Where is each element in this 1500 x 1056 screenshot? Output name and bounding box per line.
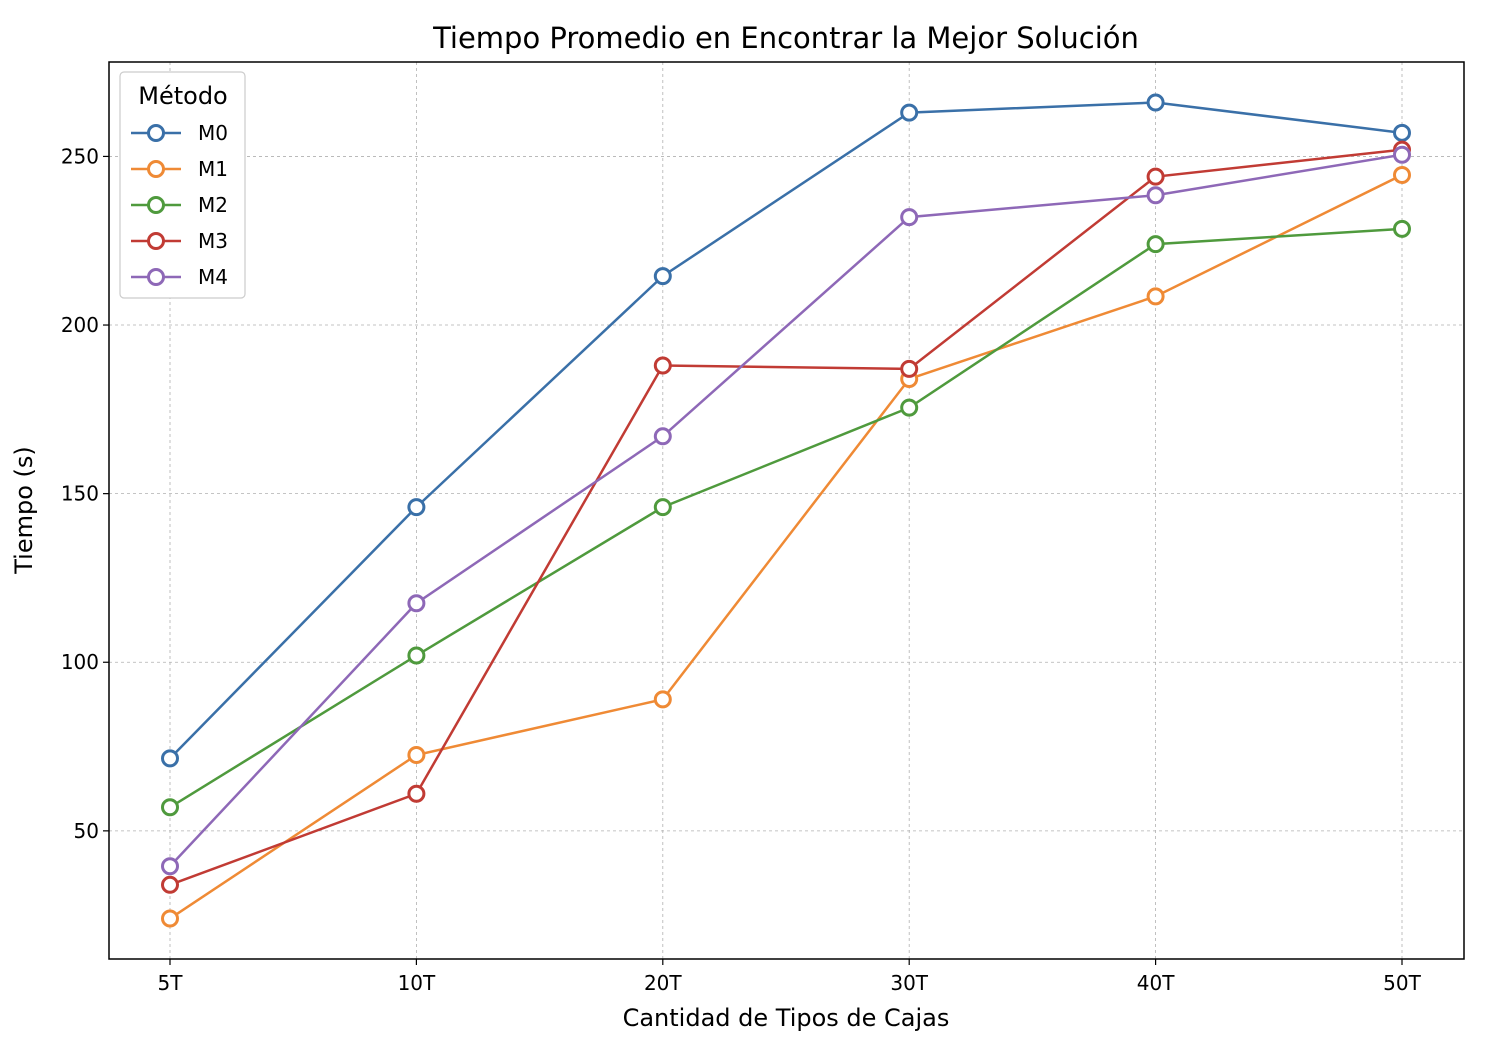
data-point-m4 bbox=[1146, 186, 1165, 205]
data-point-m3 bbox=[900, 359, 919, 378]
series-m1 bbox=[161, 165, 1411, 928]
axes: 5T 10T 20T 30T 40T 50T 50 100 150 200 250 bbox=[61, 144, 1422, 995]
chart-title: Tiempo Promedio en Encontrar la Mejor So… bbox=[432, 21, 1139, 55]
legend-marker-m4 bbox=[147, 268, 165, 286]
legend-title: Método bbox=[138, 82, 227, 110]
plot-area-frame bbox=[108, 61, 1465, 960]
legend-label-m1: M1 bbox=[198, 157, 228, 181]
data-point-m4 bbox=[407, 594, 426, 613]
data-point-m1 bbox=[653, 690, 672, 709]
x-tick-label: 10T bbox=[398, 971, 436, 995]
y-tick-label: 150 bbox=[61, 482, 99, 506]
legend-marker-m2 bbox=[147, 196, 165, 214]
x-tick-label: 5T bbox=[158, 971, 184, 995]
y-tick-label: 200 bbox=[61, 313, 99, 337]
data-point-m4 bbox=[653, 427, 672, 446]
data-point-m3 bbox=[653, 356, 672, 375]
y-tick-label: 250 bbox=[61, 144, 99, 168]
x-tick-label: 40T bbox=[1137, 971, 1175, 995]
legend-entry-m0: M0 bbox=[131, 121, 228, 145]
data-point-m3 bbox=[161, 875, 179, 894]
legend-marker-m3 bbox=[147, 232, 165, 250]
data-point-m0 bbox=[900, 103, 919, 122]
y-tick-label: 50 bbox=[74, 819, 99, 843]
grid bbox=[109, 62, 1464, 959]
data-point-m0 bbox=[653, 267, 672, 286]
x-tick-label: 50T bbox=[1383, 971, 1421, 995]
legend-label-m2: M2 bbox=[198, 193, 228, 217]
data-point-m4 bbox=[1393, 145, 1411, 164]
data-point-m2 bbox=[1146, 235, 1165, 254]
data-point-m0 bbox=[161, 749, 179, 768]
legend: Método M0 M1 M2 M3 M4 bbox=[119, 71, 246, 299]
x-axis-label: Cantidad de Tipos de Cajas bbox=[623, 1004, 950, 1032]
legend-entry-m2: M2 bbox=[131, 193, 228, 217]
data-point-m2 bbox=[653, 498, 672, 517]
data-point-m4 bbox=[161, 857, 179, 876]
legend-label-m0: M0 bbox=[198, 121, 228, 145]
data-point-m2 bbox=[1393, 219, 1411, 238]
x-tick-label: 30T bbox=[890, 971, 928, 995]
legend-marker-m0 bbox=[147, 124, 165, 142]
data-point-m1 bbox=[1146, 287, 1165, 306]
series-line-m3 bbox=[169, 148, 1403, 886]
data-point-m3 bbox=[407, 784, 426, 803]
data-point-m2 bbox=[407, 646, 426, 665]
legend-entry-m3: M3 bbox=[131, 229, 228, 253]
y-axis-label: Tiempo (s) bbox=[10, 446, 38, 575]
legend-entry-m4: M4 bbox=[131, 265, 228, 289]
y-tick-label: 100 bbox=[61, 650, 99, 674]
data-point-m0 bbox=[1146, 93, 1165, 112]
series-line-m4 bbox=[169, 153, 1403, 868]
series-line-m1 bbox=[169, 173, 1403, 920]
data-point-m1 bbox=[161, 909, 179, 928]
series-m0 bbox=[161, 93, 1411, 768]
legend-label-m3: M3 bbox=[198, 229, 228, 253]
x-tick-label: 20T bbox=[644, 971, 682, 995]
legend-marker-m1 bbox=[147, 160, 165, 178]
series-line-m0 bbox=[169, 101, 1403, 760]
series-m3 bbox=[161, 140, 1411, 894]
data-point-m1 bbox=[1393, 165, 1411, 184]
series-m4 bbox=[161, 145, 1411, 876]
data-point-m4 bbox=[900, 208, 919, 227]
data-point-m2 bbox=[161, 798, 179, 817]
series-line-m2 bbox=[169, 227, 1403, 809]
data-point-m2 bbox=[900, 398, 919, 417]
series-group bbox=[161, 93, 1411, 928]
data-point-m3 bbox=[1146, 167, 1165, 186]
series-m2 bbox=[161, 219, 1411, 817]
data-point-m1 bbox=[407, 745, 426, 764]
data-point-m0 bbox=[407, 498, 426, 517]
data-point-m0 bbox=[1393, 123, 1411, 142]
legend-entry-m1: M1 bbox=[131, 157, 228, 181]
legend-label-m4: M4 bbox=[198, 265, 228, 289]
